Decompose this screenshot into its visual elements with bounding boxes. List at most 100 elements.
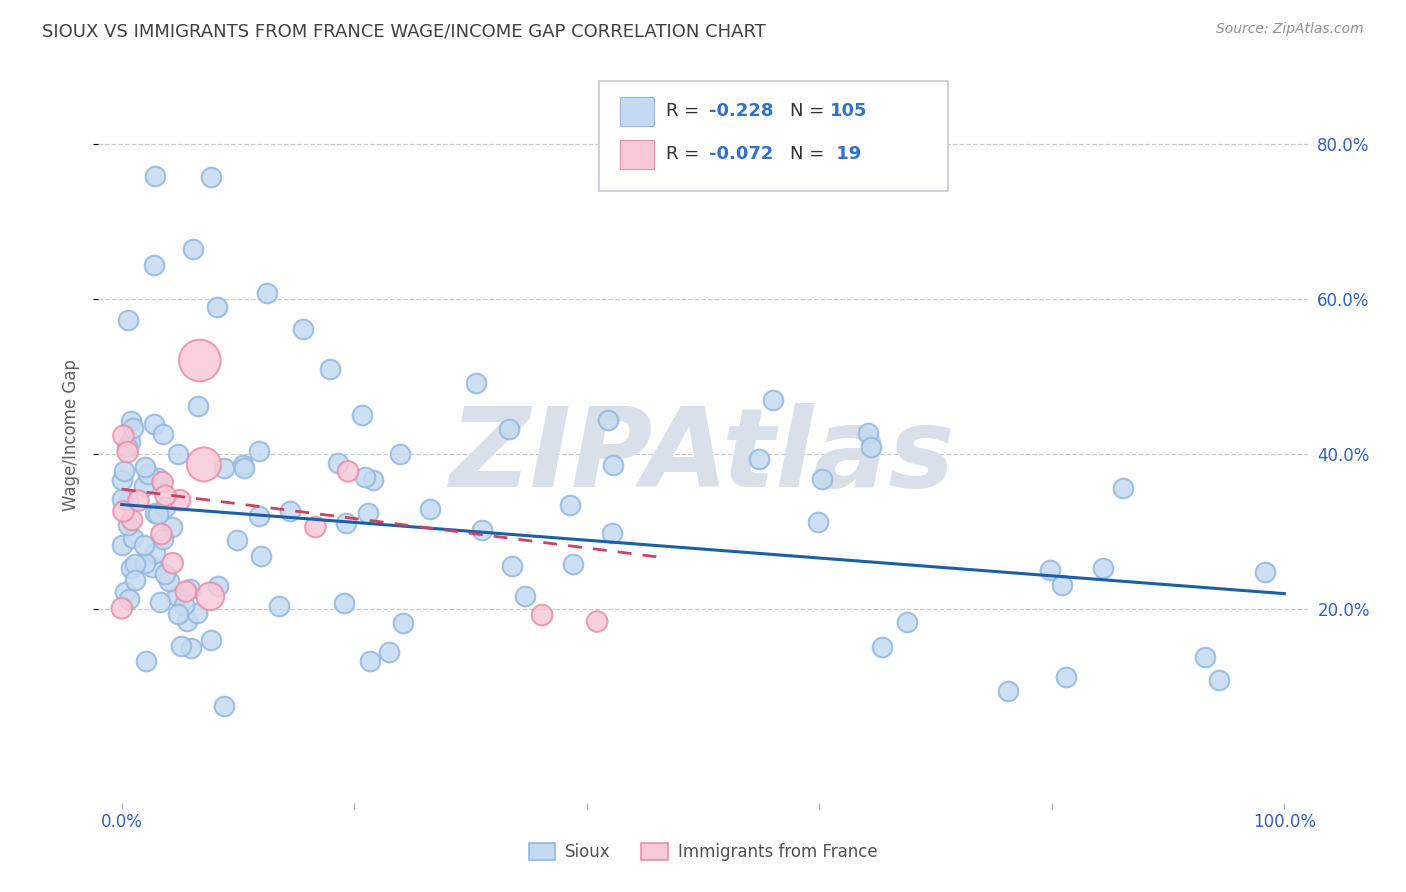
Text: R =: R = [666, 103, 706, 120]
Point [392, 616, 415, 631]
Point [1254, 565, 1277, 579]
Point [291, 322, 314, 336]
Point [1112, 481, 1135, 495]
Point [186, 607, 208, 621]
Text: Source: ZipAtlas.com: Source: ZipAtlas.com [1216, 22, 1364, 37]
Point [120, 560, 142, 574]
Point [586, 615, 609, 629]
Point [121, 513, 143, 527]
Point [114, 585, 136, 599]
Legend: Sioux, Immigrants from France: Sioux, Immigrants from France [522, 837, 884, 868]
Point [146, 471, 169, 485]
Point [256, 285, 278, 300]
Point [212, 461, 235, 475]
Point [174, 584, 197, 599]
Point [112, 429, 135, 443]
Point [1052, 578, 1074, 592]
Point [1208, 673, 1230, 687]
Point [419, 502, 441, 516]
Point [602, 458, 624, 472]
Point [143, 546, 166, 560]
Point [1194, 650, 1216, 665]
Point [143, 169, 166, 184]
Point [212, 698, 235, 713]
Point [167, 607, 190, 621]
Point [166, 447, 188, 461]
Point [200, 590, 222, 604]
Point [207, 579, 229, 593]
Point [150, 527, 173, 541]
Point [124, 573, 146, 587]
Point [350, 408, 373, 422]
Point [124, 557, 146, 571]
Point [179, 582, 201, 596]
Point [335, 516, 357, 531]
Point [149, 595, 172, 609]
Point [600, 525, 623, 540]
Point [117, 445, 139, 459]
Point [232, 458, 254, 472]
Text: R =: R = [666, 145, 706, 163]
Point [388, 447, 411, 461]
Point [162, 519, 184, 533]
Point [112, 504, 135, 518]
Text: N =: N = [790, 145, 830, 163]
Point [135, 654, 157, 668]
Point [1054, 670, 1077, 684]
Point [513, 589, 536, 603]
Point [111, 601, 134, 615]
Point [205, 300, 228, 314]
Point [132, 479, 155, 493]
Point [142, 258, 165, 272]
Point [118, 592, 141, 607]
Point [134, 556, 156, 570]
Point [870, 640, 893, 655]
Point [748, 451, 770, 466]
Point [328, 456, 350, 470]
Point [762, 392, 785, 407]
Point [558, 498, 581, 512]
Point [134, 460, 156, 475]
Point [531, 608, 554, 623]
Point [157, 574, 180, 589]
Point [361, 473, 384, 487]
Point [856, 426, 879, 441]
Point [598, 412, 620, 426]
Point [359, 654, 381, 668]
Point [155, 567, 177, 582]
Point [169, 493, 191, 508]
Point [117, 517, 139, 532]
Point [304, 520, 326, 534]
Point [162, 556, 184, 570]
Point [143, 417, 166, 431]
Point [247, 444, 270, 458]
Point [896, 615, 918, 629]
Point [155, 489, 177, 503]
Text: 19: 19 [830, 145, 860, 163]
Point [152, 426, 174, 441]
Point [465, 376, 488, 390]
Point [180, 641, 202, 656]
Point [188, 353, 211, 368]
Point [200, 632, 222, 647]
Point [193, 458, 215, 472]
Point [280, 504, 302, 518]
Text: SIOUX VS IMMIGRANTS FROM FRANCE WAGE/INCOME GAP CORRELATION CHART: SIOUX VS IMMIGRANTS FROM FRANCE WAGE/INC… [42, 22, 766, 40]
Point [166, 589, 188, 603]
Point [115, 441, 138, 455]
Point [152, 532, 174, 546]
Point [173, 599, 195, 613]
Point [810, 473, 832, 487]
Text: -0.072: -0.072 [709, 145, 773, 163]
Text: ZIPAtlas: ZIPAtlas [450, 403, 956, 510]
Point [176, 614, 198, 628]
Point [143, 506, 166, 520]
Point [997, 684, 1019, 698]
Point [333, 596, 356, 610]
Point [378, 645, 401, 659]
Point [120, 413, 142, 427]
Point [136, 467, 159, 481]
Point [141, 560, 163, 574]
Point [267, 599, 290, 614]
Point [181, 243, 204, 257]
